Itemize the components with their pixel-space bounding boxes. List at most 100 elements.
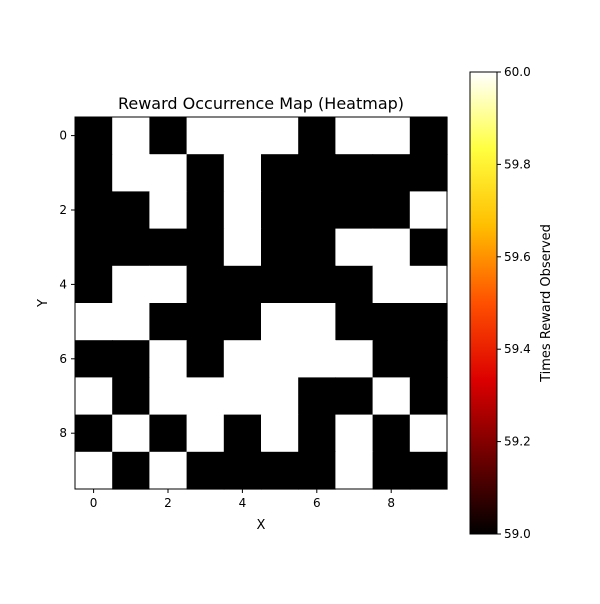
heatmap-cell (75, 414, 113, 453)
heatmap-cell (149, 117, 188, 155)
heatmap-cell (112, 451, 150, 490)
heatmap-cell (186, 228, 225, 267)
heatmap-cell (112, 414, 150, 453)
x-axis-ticks: 0 2 4 6 8 (90, 489, 395, 510)
x-axis-label: X (257, 518, 266, 533)
heatmap-cell (409, 154, 448, 192)
colorbar-tick-label: 59.2 (504, 435, 531, 449)
heatmap-cell (335, 154, 374, 192)
heatmap-cell (149, 191, 188, 230)
heatmap-cell (261, 340, 299, 378)
heatmap-cell (372, 228, 411, 267)
heatmap-cell (298, 414, 336, 453)
heatmap-cell (149, 265, 188, 304)
heatmap-cell (223, 340, 262, 378)
x-tick-label: 2 (164, 496, 172, 510)
heatmap-cell (186, 340, 225, 378)
y-tick-label: 6 (59, 352, 67, 366)
heatmap-cell (75, 265, 113, 304)
heatmap-cell (372, 451, 411, 490)
colorbar-ticks: 59.0 59.2 59.4 59.6 59.8 60.0 (497, 65, 531, 541)
heatmap-cell (372, 265, 411, 304)
y-axis-ticks: 0 2 4 6 8 (59, 129, 75, 440)
heatmap-cell (298, 303, 336, 341)
heatmap-cell (186, 377, 225, 416)
colorbar-tick-label: 59.8 (504, 157, 531, 171)
heatmap-cell (75, 340, 113, 378)
heatmap-cell (298, 228, 336, 267)
heatmap-cell (223, 265, 262, 304)
y-tick-label: 8 (59, 426, 67, 440)
plot-frame (74, 116, 448, 490)
heatmap-cell (149, 451, 188, 490)
heatmap-cell (261, 414, 299, 453)
heatmap-cell (372, 414, 411, 453)
heatmap-cell (261, 265, 299, 304)
heatmap-cell (112, 117, 150, 155)
heatmap-cell (298, 451, 336, 490)
heatmap-cell (112, 340, 150, 378)
heatmap-cell (298, 377, 336, 416)
heatmap-cell (409, 377, 448, 416)
heatmap-cell (298, 265, 336, 304)
heatmap-cell (261, 117, 299, 155)
heatmap-cell (186, 303, 225, 341)
heatmap-cell (149, 228, 188, 267)
y-tick-label: 0 (59, 129, 67, 143)
heatmap-cell (261, 154, 299, 192)
y-tick-label: 4 (59, 277, 67, 291)
heatmap-cell (409, 117, 448, 155)
heatmap-cell (223, 414, 262, 453)
heatmap-cell (261, 377, 299, 416)
heatmap-cell (372, 340, 411, 378)
heatmap-cell (186, 117, 225, 155)
heatmap-cell (186, 154, 225, 192)
heatmap-cell (335, 117, 374, 155)
heatmap-cell (409, 451, 448, 490)
heatmap-cell (409, 340, 448, 378)
x-tick-label: 4 (239, 496, 247, 510)
heatmap-cell (335, 451, 374, 490)
heatmap-cell (223, 154, 262, 192)
heatmap-cell (372, 154, 411, 192)
heatmap-cell (75, 228, 113, 267)
heatmap-cell (335, 414, 374, 453)
heatmap-cell (223, 303, 262, 341)
heatmap-cell (335, 191, 374, 230)
heatmap-cell (149, 414, 188, 453)
heatmap-cell (372, 117, 411, 155)
x-tick-label: 6 (313, 496, 321, 510)
heatmap-cell (372, 377, 411, 416)
heatmap-cell (298, 191, 336, 230)
heatmap-cell (409, 228, 448, 267)
heatmap-cell (223, 191, 262, 230)
heatmap-cell (261, 228, 299, 267)
heatmap-cell (335, 265, 374, 304)
heatmap-cell (186, 191, 225, 230)
heatmap-cell (409, 191, 448, 230)
heatmap-cell (75, 117, 113, 155)
heatmap-cell (335, 340, 374, 378)
heatmap-cell (75, 154, 113, 192)
x-tick-label: 0 (90, 496, 98, 510)
heatmap-cell (335, 377, 374, 416)
heatmap-cell (186, 414, 225, 453)
heatmap-cell (75, 303, 113, 341)
heatmap-cell (75, 377, 113, 416)
heatmap-cell (335, 303, 374, 341)
heatmap-cell (149, 377, 188, 416)
colorbar-label: Times Reward Observed (539, 224, 554, 383)
heatmap-cell (223, 377, 262, 416)
heatmap-cell (75, 191, 113, 230)
colorbar-tick-label: 59.0 (504, 527, 531, 541)
heatmap-cell (149, 303, 188, 341)
x-tick-label: 8 (387, 496, 395, 510)
heatmap-cell (112, 191, 150, 230)
colorbar-tick-label: 60.0 (504, 65, 531, 79)
heatmap-cell (186, 451, 225, 490)
y-tick-label: 2 (59, 203, 67, 217)
heatmap-cell (75, 451, 113, 490)
heatmap-cell (149, 340, 188, 378)
colorbar-tick-label: 59.4 (504, 342, 531, 356)
